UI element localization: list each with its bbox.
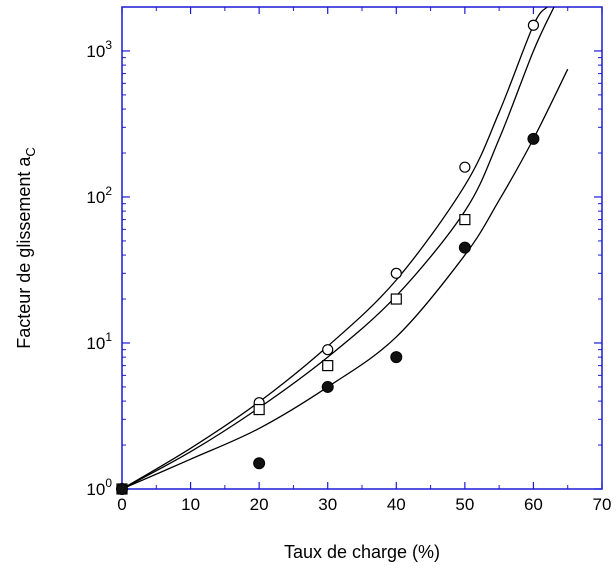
- y-tick-exponent: 3: [105, 38, 112, 52]
- point-filled-circle: [390, 351, 403, 364]
- fit-curve-1: [122, 7, 548, 489]
- x-tick-label: 70: [593, 495, 612, 514]
- x-axis-title: Taux de charge (%): [284, 542, 440, 562]
- x-tick-label: 20: [250, 495, 269, 514]
- y-tick-label: 101: [86, 330, 112, 353]
- y-tick-base: 10: [86, 480, 105, 499]
- fit-curve-3: [122, 68, 569, 489]
- point-open-circle: [527, 19, 540, 31]
- point-open-square: [459, 213, 471, 226]
- x-tick-label: 40: [387, 495, 406, 514]
- fit-curve-2: [122, 7, 555, 489]
- point-filled-circle: [116, 483, 128, 495]
- x-tick-label: 60: [524, 495, 543, 514]
- x-tick-label: 10: [181, 495, 200, 514]
- y-tick-base: 10: [86, 334, 105, 353]
- y-axis-title-main: Facteur de glissement a: [14, 156, 34, 349]
- y-tick-base: 10: [86, 188, 105, 207]
- y-tick-label: 100: [86, 476, 112, 499]
- y-tick-label: 102: [86, 184, 112, 207]
- point-open-circle: [459, 161, 471, 173]
- point-filled-circle: [458, 241, 471, 254]
- point-open-square: [322, 360, 334, 372]
- y-axis-title-subscript: C: [23, 147, 38, 156]
- y-tick-exponent: 1: [105, 330, 112, 344]
- y-tick-label: 103: [86, 38, 112, 61]
- point-filled-circle: [527, 132, 540, 145]
- point-open-square: [253, 403, 265, 416]
- x-tick-label: 0: [117, 495, 126, 514]
- plot-frame: [121, 6, 603, 490]
- point-open-square: [390, 293, 402, 305]
- y-tick-exponent: 0: [105, 476, 112, 490]
- y-axis-title: Facteur de glissement aC: [14, 147, 38, 348]
- point-filled-circle: [321, 380, 334, 393]
- point-open-circle: [390, 267, 402, 279]
- x-tick-label: 50: [455, 495, 474, 514]
- point-open-circle: [322, 344, 334, 356]
- y-tick-base: 10: [86, 42, 105, 61]
- x-tick-label: 30: [318, 495, 337, 514]
- y-tick-exponent: 2: [105, 184, 112, 198]
- point-filled-circle: [253, 457, 266, 470]
